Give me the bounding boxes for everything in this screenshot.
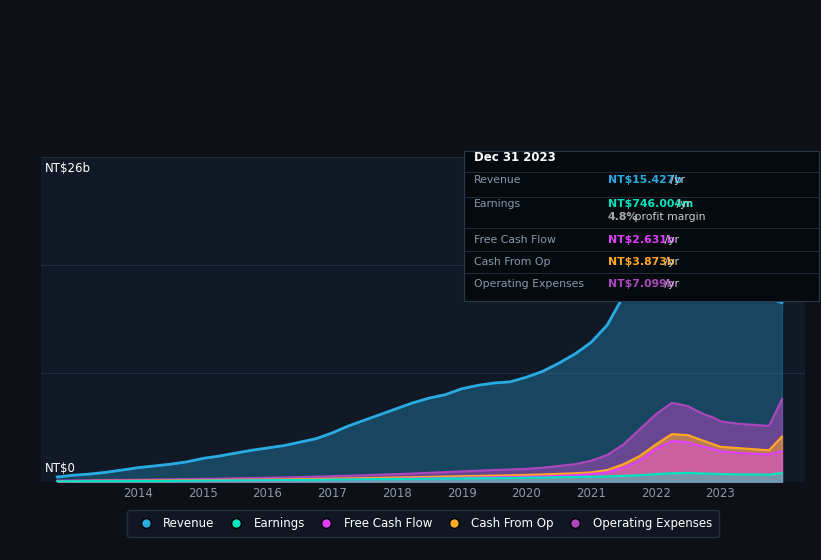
Text: NT$2.631b: NT$2.631b: [608, 235, 674, 245]
Text: /yr: /yr: [672, 199, 690, 209]
Text: NT$3.873b: NT$3.873b: [608, 257, 674, 267]
Legend: Revenue, Earnings, Free Cash Flow, Cash From Op, Operating Expenses: Revenue, Earnings, Free Cash Flow, Cash …: [126, 510, 719, 538]
Text: /yr: /yr: [661, 257, 679, 267]
Text: Cash From Op: Cash From Op: [474, 257, 550, 267]
Text: 4.8%: 4.8%: [608, 212, 638, 222]
Text: NT$26b: NT$26b: [45, 162, 91, 175]
Text: Revenue: Revenue: [474, 175, 521, 185]
Text: Operating Expenses: Operating Expenses: [474, 279, 584, 290]
Text: Earnings: Earnings: [474, 199, 521, 209]
Text: /yr: /yr: [661, 279, 679, 290]
Text: /yr: /yr: [667, 175, 685, 185]
Text: /yr: /yr: [661, 235, 679, 245]
Text: NT$746.004m: NT$746.004m: [608, 199, 693, 209]
Text: Dec 31 2023: Dec 31 2023: [474, 151, 556, 165]
Text: NT$15.427b: NT$15.427b: [608, 175, 681, 185]
Text: profit margin: profit margin: [631, 212, 706, 222]
Text: Free Cash Flow: Free Cash Flow: [474, 235, 556, 245]
Text: NT$0: NT$0: [45, 462, 76, 475]
Text: NT$7.099b: NT$7.099b: [608, 279, 674, 290]
